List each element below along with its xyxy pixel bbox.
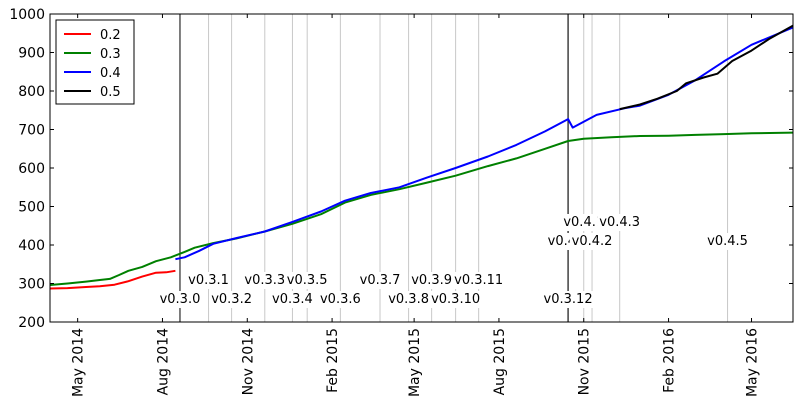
x-tick-label: Feb 2016	[662, 328, 678, 393]
x-tick-label: May 2016	[745, 328, 761, 397]
series-line-0.2	[49, 269, 176, 290]
series-lines	[49, 24, 794, 290]
y-tick-label: 600	[18, 161, 45, 177]
series-line-0.5	[619, 24, 794, 111]
version-marker-label-bg	[429, 291, 483, 308]
version-marker-label-bg	[242, 272, 288, 289]
version-marker-label-bg	[386, 291, 431, 308]
version-marker-label: v0.3.3	[244, 273, 285, 288]
version-marker-label: v0.3.1	[188, 273, 229, 288]
version-marker-labels: v0.3.0 v0.3.1 v0.3.2 v0.3.3 v0.3.4 v0.3.5 v0.3…	[157, 214, 750, 308]
version-marker-label: v0.3.5	[287, 273, 328, 288]
version-marker-label: v0.3.9	[411, 273, 452, 288]
version-marker-label: v0.4.2	[572, 234, 613, 249]
x-tick-label: Aug 2015	[492, 328, 508, 395]
version-marker-label: v0.4.5	[707, 234, 748, 249]
y-tick-label: 1000	[9, 7, 45, 23]
version-marker-label: v0.3.7	[360, 273, 401, 288]
version-marker-label: v0.3.2	[211, 292, 252, 307]
x-tick-label: Feb 2015	[325, 328, 341, 393]
y-tick-label: 900	[18, 46, 45, 62]
version-marker-label: v0.4.3	[599, 215, 640, 230]
version-marker-label-bg	[357, 272, 403, 289]
x-tick-label: Nov 2015	[577, 328, 593, 395]
version-marker-label-bg	[186, 272, 231, 289]
version-marker-label: v0.3.8	[388, 292, 429, 307]
y-tick-label: 800	[18, 84, 45, 100]
version-marker-label-bg	[541, 291, 595, 308]
legend-label: 0.2	[100, 28, 121, 43]
x-tick-label: May 2015	[407, 328, 423, 397]
y-tick-label: 400	[18, 238, 45, 254]
legend-label: 0.5	[100, 85, 121, 100]
version-marker-label-bg	[157, 291, 203, 308]
version-marker-label: v0.3.4	[272, 292, 313, 307]
x-tick-label: Aug 2014	[155, 328, 171, 396]
version-marker-label-bg	[569, 233, 615, 250]
x-tick-label: May 2014	[71, 328, 87, 397]
y-tick-label: 700	[18, 123, 45, 139]
version-marker-label: v0.4.1	[563, 215, 604, 230]
version-marker-label-bg	[317, 291, 363, 308]
version-marker-label: v0.3.11	[454, 273, 503, 288]
y-axis: 200 300 400 500 600 700 800 900 1000	[9, 7, 793, 331]
version-marker-label-bg	[284, 272, 330, 289]
version-marker-label-bg	[597, 214, 643, 231]
version-marker-label: v0.3.0	[160, 292, 201, 307]
version-marker-label-bg	[452, 272, 506, 289]
legend-label: 0.4	[100, 66, 121, 81]
version-marker-label: v0.3.10	[431, 292, 480, 307]
series-line-0.3	[49, 131, 794, 286]
version-marker-label-bg	[409, 272, 455, 289]
x-axis: May 2014 Aug 2014 Nov 2014 Feb 2015 May 2015…	[71, 14, 761, 397]
version-marker-label-bg	[270, 291, 315, 308]
x-tick-label: Nov 2014	[240, 328, 256, 395]
legend-label: 0.3	[100, 47, 121, 62]
version-marker-label: v0.3.12	[544, 292, 593, 307]
y-tick-label: 200	[18, 315, 45, 331]
version-marker-label: v0.3.6	[320, 292, 361, 307]
version-marker-label-bg	[561, 214, 607, 231]
version-marker-label-bg	[209, 291, 254, 308]
legend: 0.2 0.3 0.4 0.5	[55, 19, 135, 105]
y-tick-label: 500	[18, 200, 45, 216]
version-marker-label-bg	[705, 233, 750, 250]
y-tick-label: 300	[18, 277, 45, 293]
